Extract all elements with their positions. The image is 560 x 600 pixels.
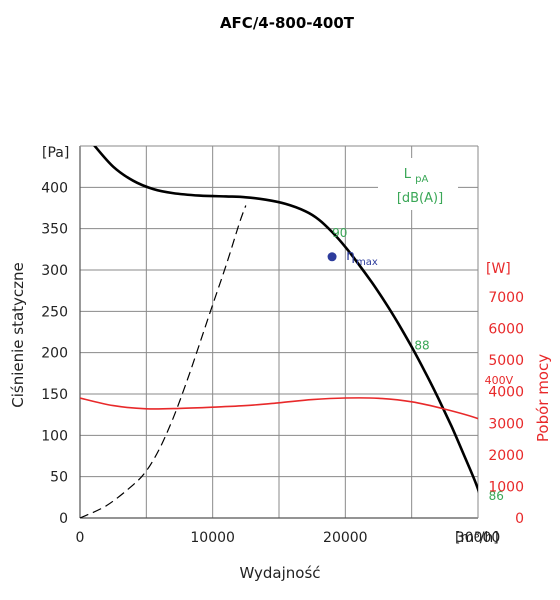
y-tick-label-right: 0 bbox=[515, 511, 524, 527]
pressure-curve bbox=[93, 146, 478, 494]
y-tick-label-right: 1000 bbox=[488, 479, 524, 495]
eta-label: η bbox=[346, 248, 355, 264]
legend-line2: [dB(A)] bbox=[397, 191, 443, 206]
legend-box: L pA [dB(A)] bbox=[378, 158, 458, 210]
efficiency-label: 90 bbox=[332, 226, 347, 240]
y-tick-label-right: 6000 bbox=[488, 322, 524, 338]
efficiency-label: 86 bbox=[489, 489, 504, 503]
eta-max-point bbox=[327, 252, 337, 262]
y-tick-label-right: 3000 bbox=[488, 416, 524, 432]
legend-line1: L bbox=[404, 167, 412, 182]
y-axis-title-left: Ciśnienie statyczne bbox=[9, 262, 27, 408]
x-axis-title: Wydajność bbox=[239, 564, 320, 582]
eta-sub-label: max bbox=[356, 257, 378, 268]
y-axis-title-right: Pobór mocy bbox=[534, 354, 552, 442]
y-tick-label-left: 200 bbox=[41, 346, 68, 362]
plot-frame bbox=[79, 145, 479, 519]
y-tick-label-left: 250 bbox=[41, 304, 68, 320]
svg-text:L pA: L pA bbox=[404, 167, 429, 185]
y-tick-label-left: 50 bbox=[50, 470, 68, 486]
efficiency-label: 88 bbox=[414, 338, 429, 352]
y-tick-label-right: 5000 bbox=[488, 353, 524, 369]
x-tick-label: 10000 bbox=[190, 530, 235, 546]
system-curve-dashed bbox=[80, 205, 247, 518]
ticks-layer: 0501001502002503003504000100020003000400… bbox=[41, 180, 524, 546]
legend-sub1: pA bbox=[415, 174, 428, 185]
y-tick-label-left: 300 bbox=[41, 263, 68, 279]
y-unit-right: [W] bbox=[486, 261, 511, 277]
y-tick-label-right: 7000 bbox=[488, 290, 524, 306]
y-unit-left: [Pa] bbox=[42, 145, 69, 161]
power-series-label: 400V bbox=[485, 374, 514, 387]
y-tick-label-left: 150 bbox=[41, 387, 68, 403]
y-tick-label-left: 100 bbox=[41, 428, 68, 444]
y-tick-label-left: 0 bbox=[59, 511, 68, 527]
y-tick-label-right: 2000 bbox=[488, 448, 524, 464]
y-tick-label-left: 350 bbox=[41, 222, 68, 238]
x-tick-label: 30000 bbox=[456, 530, 501, 546]
x-tick-label: 0 bbox=[76, 530, 85, 546]
x-unit: [m³/h] bbox=[455, 530, 499, 546]
series-layer: 90 88 86 η max 400V bbox=[80, 146, 514, 518]
y-tick-label-right: 4000 bbox=[488, 385, 524, 401]
y-tick-label-left: 400 bbox=[41, 180, 68, 196]
chart-title: AFC/4-800-400T bbox=[220, 14, 355, 32]
power-curve bbox=[80, 397, 478, 420]
x-tick-label: 20000 bbox=[323, 530, 368, 546]
